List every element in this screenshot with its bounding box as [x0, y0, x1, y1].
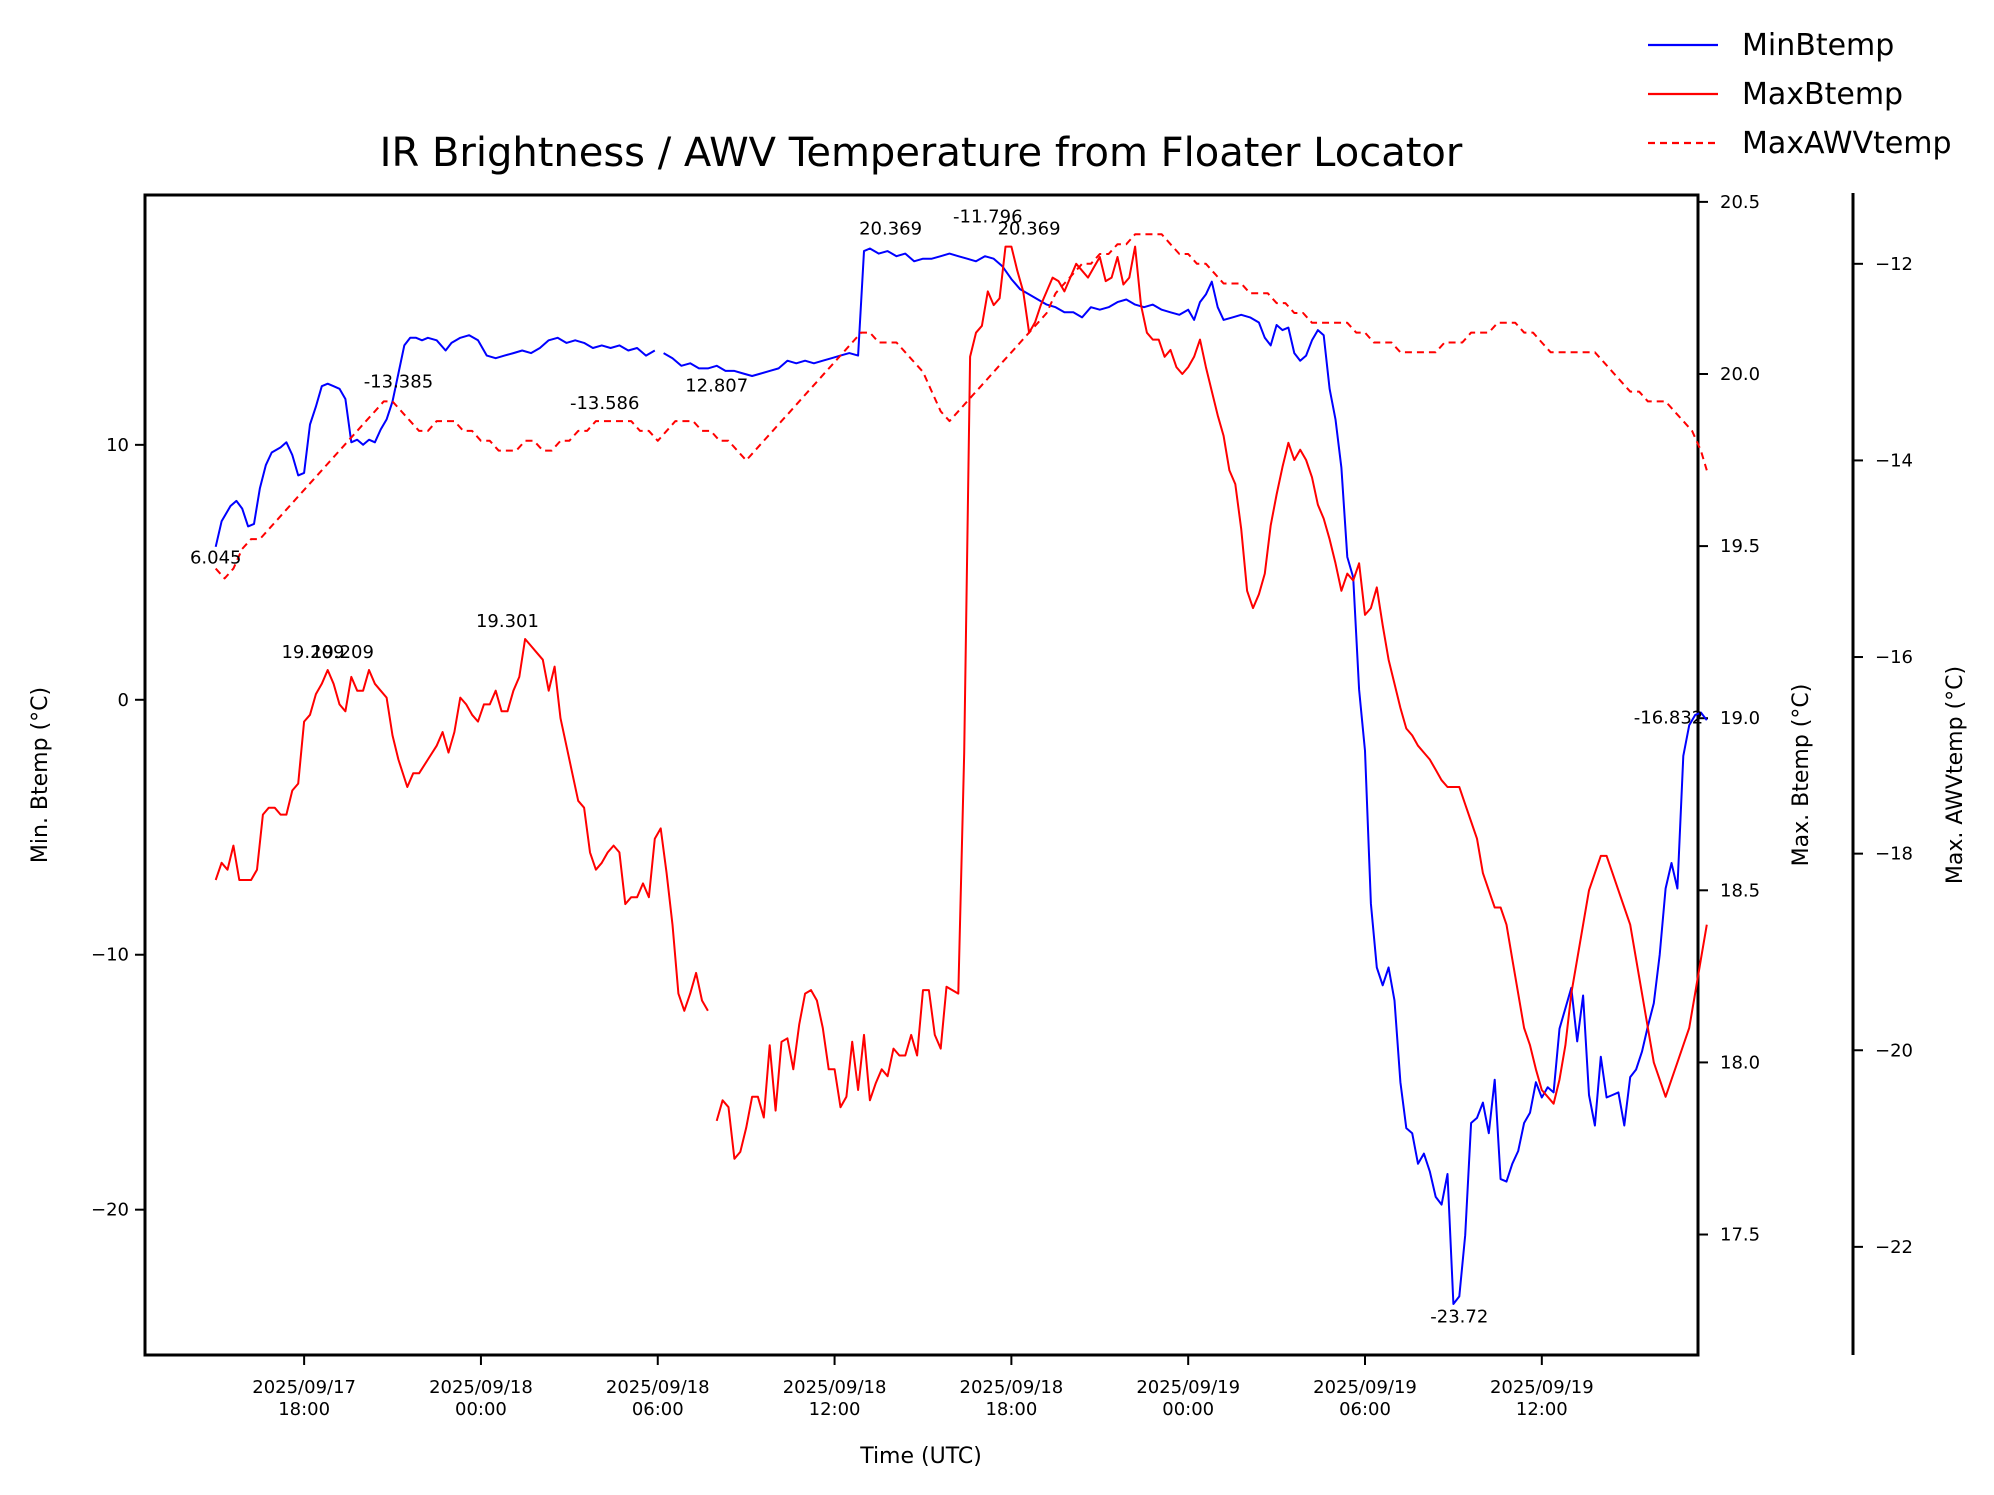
right1-tick-label-3: 19.0 [1720, 708, 1760, 729]
data-label-11: -16.832 [1634, 708, 1703, 729]
legend-label-minbtemp: MinBtemp [1742, 28, 1894, 63]
right2-tick-label-0: −12 [1875, 254, 1913, 275]
right2-tick-label-1: −14 [1875, 450, 1913, 471]
right2-tick-label-5: −22 [1875, 1237, 1913, 1258]
data-label-5: 19.209 [311, 642, 374, 663]
right1-tick-label-6: 20.5 [1720, 192, 1760, 213]
data-label-6: 19.301 [476, 611, 539, 632]
series-line-maxawvtemp-0 [214, 233, 1708, 580]
data-label-4: 19.209 [281, 642, 344, 663]
right1-tick-label-0: 17.5 [1720, 1225, 1760, 1246]
legend-label-maxbtemp: MaxBtemp [1742, 77, 1903, 112]
x-tick-label-1: 2025/09/18 00:00 [429, 1377, 533, 1420]
legend-label-maxawvtemp: MaxAWVtemp [1742, 126, 1952, 161]
x-axis-label: Time (UTC) [859, 1444, 982, 1469]
x-tick-label-5: 2025/09/19 00:00 [1136, 1377, 1240, 1420]
right2-tick-label-2: −16 [1875, 647, 1913, 668]
left-tick-label-3: −20 [91, 1200, 129, 1221]
legend: MinBtemp MaxBtemp MaxAWVtemp [1648, 28, 1952, 161]
data-label-3: 12.807 [685, 375, 748, 396]
right1-tick-label-1: 18.0 [1720, 1052, 1760, 1073]
x-tick-label-2: 2025/09/18 06:00 [606, 1377, 710, 1420]
x-tick-label-6: 2025/09/19 06:00 [1313, 1377, 1417, 1420]
right2-axis-label: Max. AWVtemp (°C) [1943, 666, 1968, 884]
series-line-minbtemp-0 [214, 334, 656, 548]
right1-axis-label: Max. Btemp (°C) [1789, 684, 1814, 867]
right2-tick-label-4: −20 [1875, 1040, 1913, 1061]
right1-tick-label-5: 20.0 [1720, 364, 1760, 385]
series-line-maxbtemp-0 [214, 638, 709, 1012]
left-tick-label-1: 0 [118, 690, 129, 711]
x-tick-label-0: 2025/09/17 18:00 [252, 1377, 356, 1420]
data-label-0: 6.045 [190, 548, 242, 569]
chart-title: IR Brightness / AWV Temperature from Flo… [380, 130, 1463, 176]
x-tick-label-7: 2025/09/19 12:00 [1490, 1377, 1594, 1420]
left-tick-label-2: −10 [91, 945, 129, 966]
data-label-7: 20.369 [859, 219, 922, 240]
data-label-9: 20.369 [998, 219, 1061, 240]
x-tick-label-3: 2025/09/18 12:00 [783, 1377, 887, 1420]
data-label-8: -11.796 [953, 206, 1022, 227]
right1-tick-label-4: 19.5 [1720, 536, 1760, 557]
right2-tick-label-3: −18 [1875, 844, 1913, 865]
data-label-2: -13.586 [570, 393, 639, 414]
right1-tick-label-2: 18.5 [1720, 880, 1760, 901]
series-line-minbtemp-1 [663, 247, 1708, 1305]
data-label-10: -23.72 [1430, 1307, 1488, 1328]
left-axis-label: Min. Btemp (°C) [28, 687, 53, 863]
x-tick-label-4: 2025/09/18 18:00 [960, 1377, 1064, 1420]
series-line-maxbtemp-1 [715, 245, 1708, 1160]
plot-frame [143, 193, 1700, 1357]
data-label-1: -13.385 [364, 371, 433, 392]
left-tick-label-0: 10 [106, 435, 129, 456]
